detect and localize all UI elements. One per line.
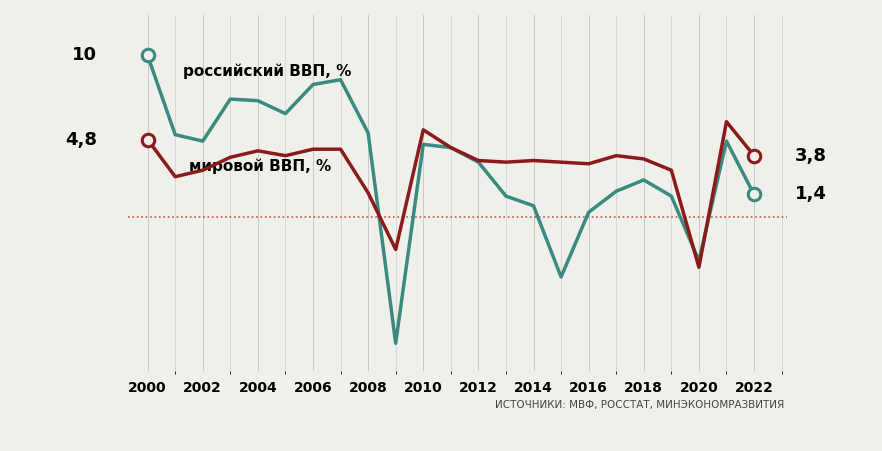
Text: 4,8: 4,8 <box>64 130 97 148</box>
Text: мировой ВВП, %: мировой ВВП, % <box>189 159 332 175</box>
Text: российский ВВП, %: российский ВВП, % <box>183 64 352 79</box>
Text: ИСТОЧНИКИ: МВФ, РОССТАТ, МИНЭКОНОМРАЗВИТИЯ: ИСТОЧНИКИ: МВФ, РОССТАТ, МИНЭКОНОМРАЗВИТ… <box>495 400 784 410</box>
Text: 3,8: 3,8 <box>795 147 827 165</box>
Text: 1,4: 1,4 <box>795 185 827 203</box>
Text: 10: 10 <box>71 46 97 64</box>
